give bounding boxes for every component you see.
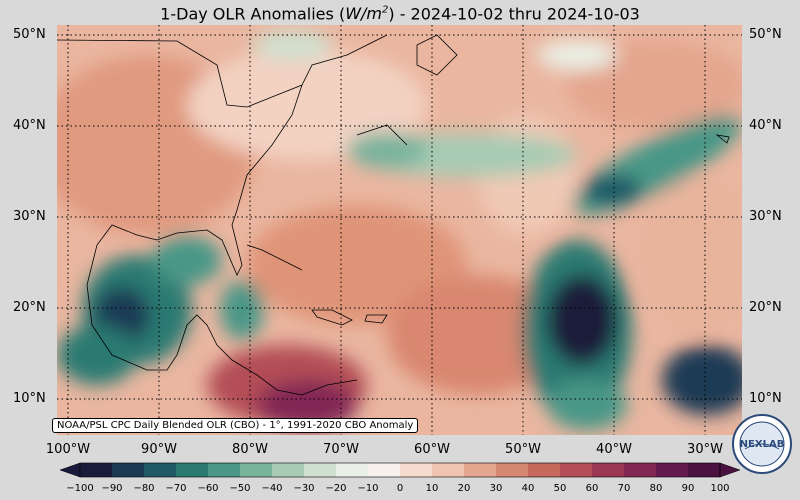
colorbar-tick-label: −20 (325, 483, 347, 494)
lat-label-30n-left: 30°N (13, 209, 46, 224)
colorbar-cell (368, 463, 401, 477)
olr-anomaly-map[interactable] (57, 25, 742, 435)
lon-label-60w: 60°W (414, 442, 450, 457)
lat-label-10n-left: 10°N (13, 391, 46, 406)
colorbar-cell (400, 463, 433, 477)
lat-label-40n-left: 40°N (13, 118, 46, 133)
colorbar-tick-label: −100 (66, 483, 94, 494)
colorbar-cell (240, 463, 273, 477)
colorbar-tick-label: 30 (489, 483, 503, 494)
lon-label-40w: 40°W (596, 442, 632, 457)
colorbar-cell (560, 463, 593, 477)
lat-label-20n-right: 20°N (749, 300, 782, 315)
colorbar-cell (80, 463, 113, 477)
colorbar-tick-label: −10 (357, 483, 379, 494)
colorbar-cell (496, 463, 529, 477)
colorbar-tick-label: 40 (521, 483, 535, 494)
colorbar-tick-label: 100 (710, 483, 730, 494)
lat-label-40n-right: 40°N (749, 118, 782, 133)
colorbar-cell (336, 463, 369, 477)
colorbar-cell (176, 463, 209, 477)
colorbar-tick-label: 20 (457, 483, 471, 494)
colorbar-tick-label: 90 (681, 483, 695, 494)
colorbar-cell (592, 463, 625, 477)
colorbar-cell (144, 463, 177, 477)
coastlines (57, 34, 730, 396)
lat-label-50n-left: 50°N (13, 27, 46, 42)
colorbar-tick-label: 80 (649, 483, 663, 494)
colorbar-tick-label: −70 (165, 483, 187, 494)
lat-label-50n-right: 50°N (749, 27, 782, 42)
colorbar-cell (528, 463, 561, 477)
colorbar-arrow-low (60, 462, 81, 478)
colorbar-tick-label: 70 (617, 483, 631, 494)
colorbar-cell (208, 463, 241, 477)
lon-label-90w: 90°W (141, 442, 177, 457)
nexlab-logo: NEXLAB (732, 414, 792, 474)
colorbar-tick-label: −60 (197, 483, 219, 494)
colorbar-tick-label: −30 (293, 483, 315, 494)
colorbar-tick-label: 60 (585, 483, 599, 494)
colorbar-cell (688, 463, 721, 477)
colorbar-cell (656, 463, 689, 477)
colorbar-tick-label: 50 (553, 483, 567, 494)
colorbar-cell (624, 463, 657, 477)
lon-label-80w: 80°W (232, 442, 268, 457)
lat-label-10n-right: 10°N (749, 391, 782, 406)
lon-label-70w: 70°W (323, 442, 359, 457)
map-title: 1-Day OLR Anomalies (W/m2) - 2024-10-02 … (160, 4, 640, 24)
colorbar-tick-label: −80 (133, 483, 155, 494)
lon-label-50w: 50°W (505, 442, 541, 457)
anomaly-field (57, 30, 742, 430)
data-credit: NOAA/PSL CPC Daily Blended OLR (CBO) - 1… (52, 418, 419, 433)
logo-text: NEXLAB (740, 439, 785, 450)
colorbar-tick-label: −40 (261, 483, 283, 494)
lat-label-30n-right: 30°N (749, 209, 782, 224)
colorbar-tick-label: −90 (101, 483, 123, 494)
lon-label-30w: 30°W (687, 442, 723, 457)
colorbar-cell (432, 463, 465, 477)
graticule (57, 25, 742, 435)
colorbar-tick-label: −50 (229, 483, 251, 494)
colorbar-cell (112, 463, 145, 477)
colorbar (60, 462, 740, 478)
colorbar-border (79, 462, 721, 478)
lon-label-100w: 100°W (45, 442, 91, 457)
colorbar-tick-label: 0 (396, 483, 404, 494)
colorbar-cell (272, 463, 305, 477)
colorbar-cell (464, 463, 497, 477)
colorbar-cell (304, 463, 337, 477)
lat-label-20n-left: 20°N (13, 300, 46, 315)
colorbar-tick-label: 10 (425, 483, 439, 494)
